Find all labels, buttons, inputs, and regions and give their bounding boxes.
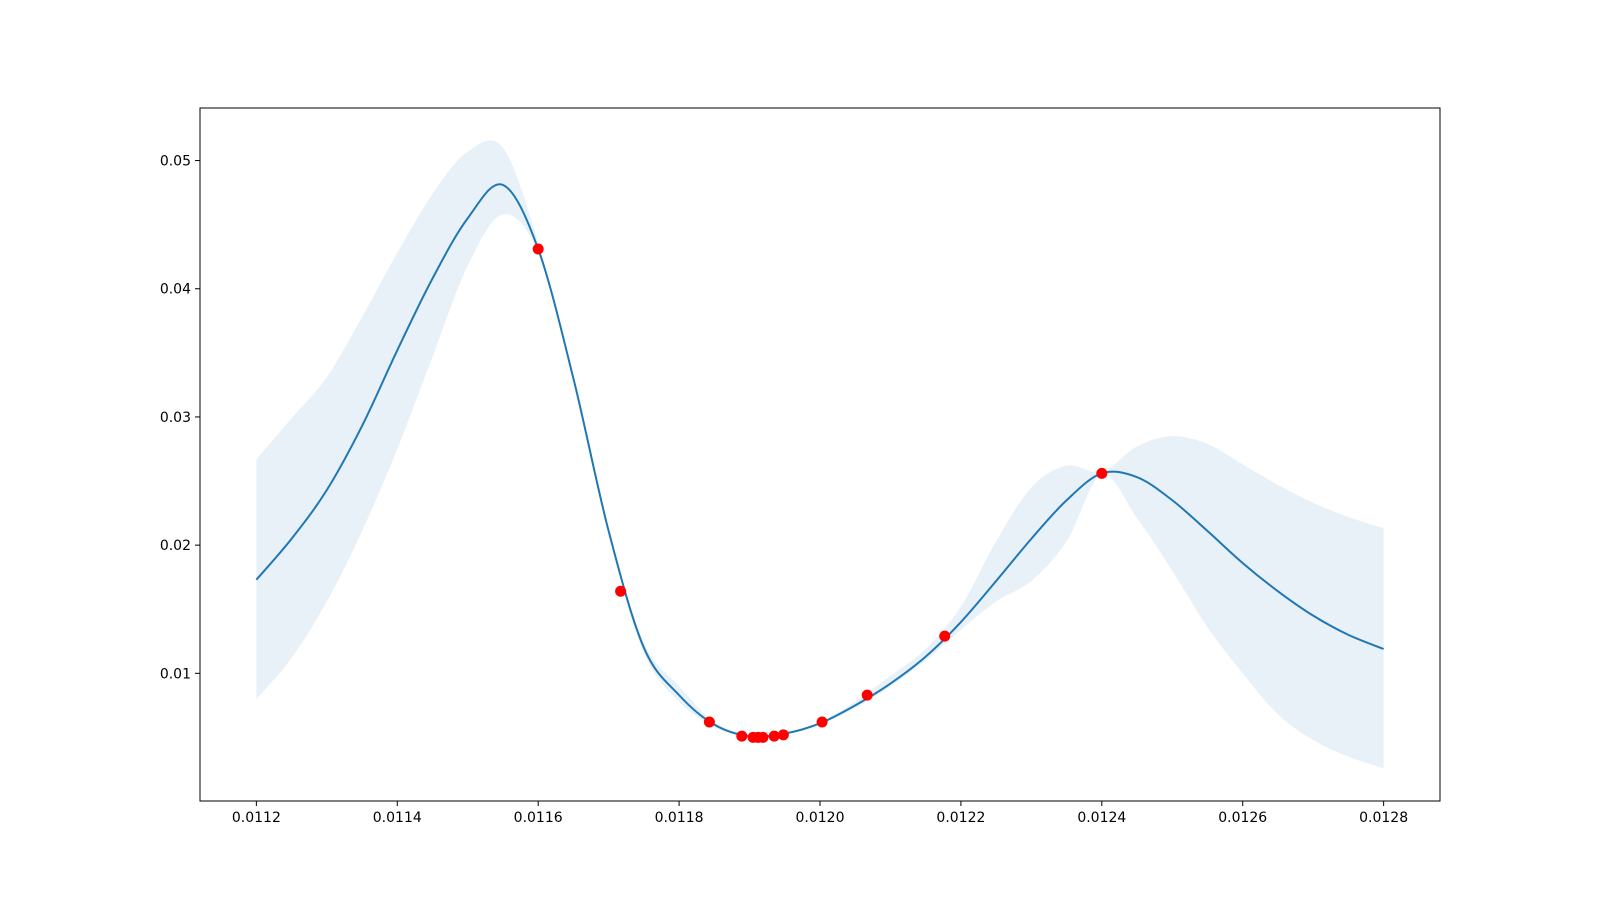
- observation-point: [777, 729, 789, 741]
- observation-point: [703, 716, 715, 728]
- observation-point: [816, 716, 828, 728]
- y-tick-label: 0.05: [160, 154, 191, 170]
- confidence-band: [256, 140, 1384, 769]
- x-tick-label: 0.0114: [373, 810, 422, 826]
- y-tick-label: 0.01: [160, 666, 191, 682]
- observation-point: [861, 689, 873, 701]
- x-tick-label: 0.0122: [936, 810, 985, 826]
- observation-point: [757, 731, 769, 743]
- x-tick-label: 0.0128: [1359, 810, 1408, 826]
- x-tick-label: 0.0112: [232, 810, 281, 826]
- x-tick-label: 0.0124: [1077, 810, 1126, 826]
- x-tick-label: 0.0116: [514, 810, 563, 826]
- observation-point: [768, 730, 780, 742]
- x-tick-label: 0.0118: [655, 810, 704, 826]
- observation-point: [939, 630, 951, 642]
- observation-point: [532, 243, 544, 255]
- y-tick-label: 0.02: [160, 538, 191, 554]
- x-tick-label: 0.0120: [796, 810, 845, 826]
- x-tick-label: 0.0126: [1218, 810, 1267, 826]
- y-tick-label: 0.04: [160, 282, 191, 298]
- y-tick-label: 0.03: [160, 410, 191, 426]
- observation-point: [736, 730, 748, 742]
- observation-point: [615, 585, 627, 597]
- observation-point: [1096, 467, 1108, 479]
